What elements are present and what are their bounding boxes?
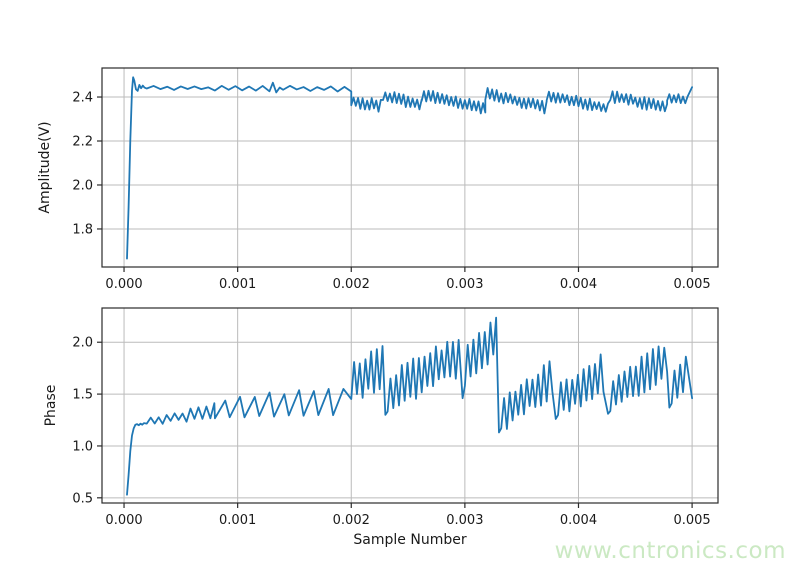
amplitude-ticks: 0.000 0.001 0.002 0.003 0.004 0.005 1.8 2.0 2.2 2… xyxy=(72,91,710,292)
phase-ytick-label: 1.0 xyxy=(72,439,93,454)
phase-xtick-label: 0.002 xyxy=(333,513,370,528)
amplitude-plot-border xyxy=(101,67,719,268)
phase-xtick-label: 0.004 xyxy=(560,513,597,528)
phase-subplot: 0.000 0.001 0.002 0.003 0.004 0.005 0.5 1.0 1.5 2… xyxy=(43,307,719,548)
amplitude-series-line xyxy=(126,76,693,260)
phase-xtick-label: 0.005 xyxy=(673,513,710,528)
phase-ytick-label: 1.5 xyxy=(72,388,93,403)
phase-grid xyxy=(102,308,718,503)
amplitude-ytick-label: 2.2 xyxy=(72,135,93,150)
amplitude-xtick-label: 0.001 xyxy=(219,277,256,292)
watermark: www.cntronics.com xyxy=(554,538,786,564)
amplitude-subplot: 0.000 0.001 0.002 0.003 0.004 0.005 1.8 2.0 2.2 2… xyxy=(37,67,719,292)
amplitude-xtick-label: 0.000 xyxy=(105,277,142,292)
phase-series-line xyxy=(126,316,693,496)
phase-ytick-label: 2.0 xyxy=(72,336,93,351)
phase-xlabel: Sample Number xyxy=(353,532,466,548)
amplitude-xtick-label: 0.002 xyxy=(333,277,370,292)
amplitude-ytick-label: 1.8 xyxy=(72,222,93,237)
phase-ylabel: Phase xyxy=(43,385,59,427)
phase-ytick-label: 0.5 xyxy=(72,491,93,506)
phase-xtick-label: 0.000 xyxy=(105,513,142,528)
amplitude-xtick-label: 0.005 xyxy=(673,277,710,292)
phase-plot-border xyxy=(101,307,719,504)
phase-xtick-label: 0.003 xyxy=(446,513,483,528)
phase-xtick-label: 0.001 xyxy=(219,513,256,528)
amplitude-xtick-label: 0.003 xyxy=(446,277,483,292)
amplitude-xtick-label: 0.004 xyxy=(560,277,597,292)
amplitude-ytick-label: 2.4 xyxy=(72,91,93,106)
amplitude-ytick-label: 2.0 xyxy=(72,178,93,193)
amplitude-ylabel: Amplitude(V) xyxy=(37,121,53,213)
phase-ticks: 0.000 0.001 0.002 0.003 0.004 0.005 0.5 1.0 1.5 2… xyxy=(72,336,710,528)
